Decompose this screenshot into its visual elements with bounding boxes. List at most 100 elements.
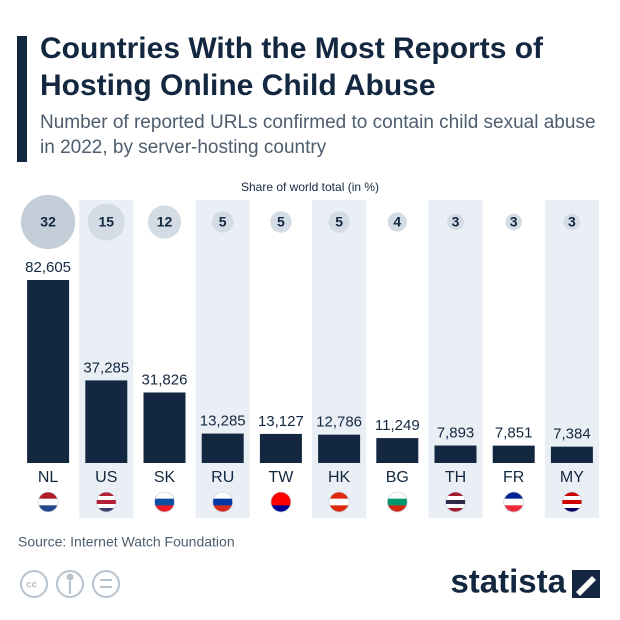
flag-stripe bbox=[329, 492, 350, 499]
flag-stripe bbox=[154, 492, 175, 499]
flag-stripe bbox=[445, 508, 466, 512]
flag-stripe bbox=[561, 496, 582, 501]
bar bbox=[492, 445, 535, 463]
flag-ring bbox=[386, 491, 408, 513]
category-label: TH bbox=[445, 469, 466, 486]
value-label: 7,893 bbox=[437, 424, 475, 441]
flag-stripe bbox=[445, 504, 466, 509]
flag-stripe bbox=[503, 505, 524, 512]
share-bubble bbox=[20, 194, 76, 250]
column-background bbox=[544, 200, 599, 518]
bar bbox=[201, 433, 244, 463]
header: Countries With the Most Reports of Hosti… bbox=[40, 30, 610, 160]
brand-mark bbox=[572, 570, 600, 598]
flag-ring bbox=[212, 491, 234, 513]
flag-ring bbox=[270, 491, 292, 513]
bar bbox=[550, 446, 593, 463]
value-label: 82,605 bbox=[25, 259, 71, 276]
flag-stripe bbox=[329, 498, 350, 506]
flag-stripe bbox=[212, 498, 233, 506]
flag-stripe bbox=[387, 498, 408, 506]
flag-stripe bbox=[561, 504, 582, 509]
value-label: 13,285 bbox=[200, 413, 246, 430]
bar bbox=[376, 438, 419, 463]
flag-stripe bbox=[503, 492, 524, 499]
flag-stripe bbox=[561, 500, 582, 505]
flag-stripe bbox=[561, 492, 582, 497]
share-bubble bbox=[211, 211, 234, 233]
category-label: HK bbox=[328, 469, 351, 486]
license-icons bbox=[20, 570, 120, 598]
flag-stripe bbox=[270, 505, 291, 512]
flag-stripe bbox=[38, 505, 59, 512]
flag-stripe bbox=[38, 492, 59, 499]
flag bbox=[445, 491, 466, 513]
flag-stripe bbox=[96, 500, 117, 505]
flag-ring bbox=[154, 491, 175, 513]
flag bbox=[95, 491, 117, 513]
flag-ring bbox=[95, 491, 117, 513]
flag bbox=[212, 491, 234, 513]
brand-logo: statista bbox=[450, 563, 566, 600]
category-label: FR bbox=[503, 469, 524, 486]
flag-stripe bbox=[387, 492, 408, 499]
value-label: 13,127 bbox=[258, 413, 304, 430]
flag-stripe bbox=[96, 492, 117, 497]
share-label: 5 bbox=[219, 214, 227, 230]
flag bbox=[154, 491, 175, 513]
flag-stripe bbox=[154, 505, 175, 512]
flag-stripe bbox=[96, 496, 117, 501]
share-label: 3 bbox=[568, 214, 576, 230]
share-bubble bbox=[328, 211, 350, 233]
share-label: 12 bbox=[157, 214, 173, 230]
share-bubble bbox=[563, 213, 581, 231]
flag-stripe bbox=[154, 498, 175, 506]
category-label: US bbox=[95, 469, 117, 486]
bar bbox=[318, 434, 361, 463]
share-label: 15 bbox=[99, 214, 115, 230]
share-bubble bbox=[270, 211, 292, 233]
title-accent bbox=[17, 36, 27, 162]
value-label: 37,285 bbox=[83, 359, 129, 376]
category-label: TW bbox=[268, 469, 294, 486]
value-label: 31,826 bbox=[142, 371, 188, 388]
bar bbox=[259, 433, 302, 463]
bar bbox=[85, 380, 128, 463]
flag-stripe bbox=[503, 498, 524, 506]
flag-stripe bbox=[212, 505, 233, 512]
flag-stripe bbox=[561, 508, 582, 512]
flag-ring bbox=[37, 491, 59, 513]
flag-ring bbox=[561, 491, 583, 513]
share-bubble bbox=[447, 213, 464, 231]
value-label: 11,249 bbox=[375, 417, 420, 434]
column-background bbox=[428, 200, 483, 518]
flag bbox=[270, 491, 292, 513]
flag-stripe bbox=[38, 498, 59, 506]
share-label: 5 bbox=[335, 214, 343, 230]
share-bubble bbox=[387, 212, 407, 232]
flag-stripe bbox=[212, 492, 233, 499]
column-background bbox=[312, 200, 367, 518]
share-label: 5 bbox=[277, 214, 285, 230]
flag bbox=[37, 491, 59, 513]
value-label: 7,384 bbox=[553, 426, 591, 443]
value-label: 7,851 bbox=[495, 425, 533, 442]
chart-title: Countries With the Most Reports of Hosti… bbox=[40, 32, 544, 102]
flag-stripe bbox=[445, 492, 466, 497]
flag-stripe bbox=[445, 496, 466, 501]
share-bubble bbox=[505, 213, 523, 231]
flag-stripe bbox=[96, 504, 117, 509]
bar bbox=[143, 392, 186, 463]
cc-text: cc bbox=[26, 580, 38, 591]
category-label: NL bbox=[38, 469, 59, 486]
value-label: 12,786 bbox=[316, 414, 362, 431]
share-bubble bbox=[87, 203, 125, 241]
flag-ring bbox=[328, 491, 350, 513]
column-background bbox=[195, 200, 250, 518]
share-label: 3 bbox=[510, 214, 518, 230]
bar bbox=[27, 280, 70, 463]
flag-stripe bbox=[329, 505, 350, 512]
flag-stripe bbox=[270, 492, 291, 499]
